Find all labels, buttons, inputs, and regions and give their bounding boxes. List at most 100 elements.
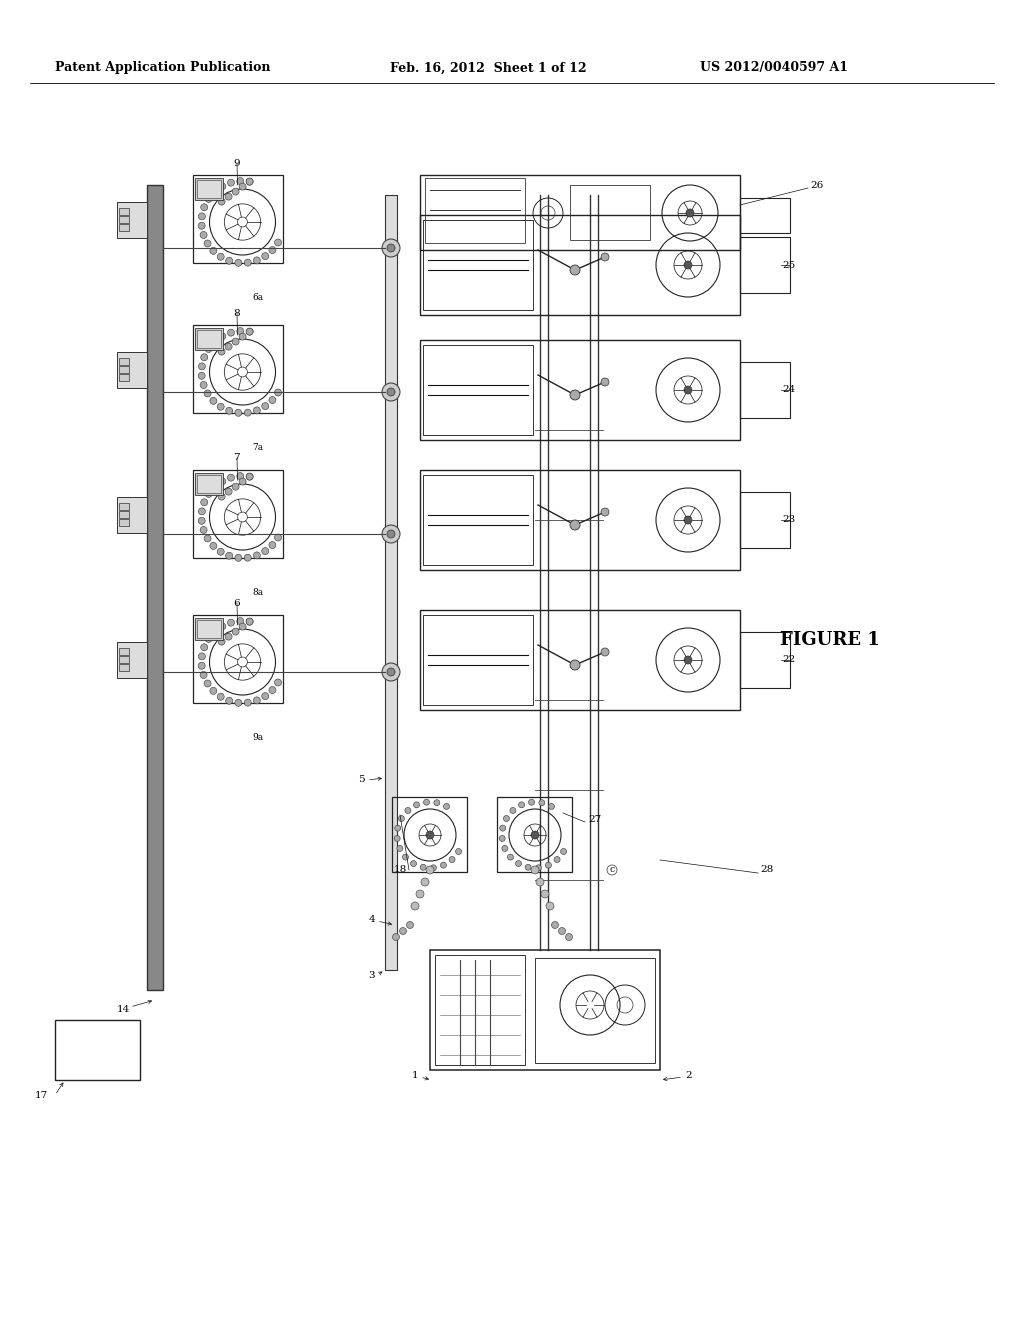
Circle shape: [397, 845, 402, 851]
Circle shape: [510, 808, 516, 813]
Text: 17: 17: [35, 1090, 48, 1100]
Circle shape: [570, 520, 580, 531]
Circle shape: [499, 836, 505, 841]
Text: 5: 5: [358, 776, 365, 784]
Circle shape: [211, 338, 218, 346]
Circle shape: [531, 832, 539, 840]
Circle shape: [399, 928, 407, 935]
Circle shape: [218, 638, 225, 645]
Circle shape: [234, 700, 242, 706]
Circle shape: [253, 552, 260, 558]
Circle shape: [253, 407, 260, 414]
Bar: [420, 215, 740, 315]
Text: Patent Application Publication: Patent Application Publication: [55, 62, 270, 74]
Text: 24: 24: [782, 385, 796, 395]
Circle shape: [426, 866, 434, 874]
Circle shape: [269, 541, 275, 549]
Circle shape: [211, 628, 218, 635]
Circle shape: [232, 483, 240, 490]
Circle shape: [382, 383, 400, 401]
Bar: [195, 473, 223, 495]
Circle shape: [205, 346, 212, 352]
Bar: [119, 366, 129, 374]
Circle shape: [219, 478, 226, 484]
Circle shape: [205, 635, 212, 643]
Circle shape: [225, 552, 232, 560]
Circle shape: [199, 213, 206, 220]
Bar: [119, 224, 129, 231]
Text: 26: 26: [810, 181, 823, 190]
Bar: [119, 648, 129, 655]
Circle shape: [234, 409, 242, 416]
Circle shape: [200, 381, 207, 388]
Circle shape: [199, 508, 206, 515]
Circle shape: [217, 253, 224, 260]
Circle shape: [554, 857, 560, 862]
Circle shape: [227, 329, 234, 337]
Circle shape: [199, 653, 206, 660]
Bar: [535, 958, 655, 1063]
Text: 8: 8: [233, 309, 240, 318]
Circle shape: [210, 688, 217, 694]
Bar: [420, 610, 740, 710]
Circle shape: [684, 385, 692, 393]
Circle shape: [199, 663, 205, 669]
Text: FIGURE 1: FIGURE 1: [780, 631, 880, 649]
Circle shape: [225, 697, 232, 705]
Circle shape: [219, 182, 226, 190]
Bar: [117, 202, 147, 238]
Circle shape: [232, 628, 240, 635]
Circle shape: [246, 473, 253, 480]
Bar: [119, 374, 129, 381]
Text: 18: 18: [394, 866, 407, 874]
Bar: [740, 198, 790, 234]
Text: 7a: 7a: [253, 444, 263, 451]
Circle shape: [237, 618, 244, 624]
Circle shape: [227, 474, 234, 482]
Circle shape: [546, 902, 554, 909]
Circle shape: [211, 189, 218, 195]
Circle shape: [382, 525, 400, 543]
Text: 1: 1: [412, 1071, 418, 1080]
Circle shape: [200, 672, 207, 678]
Bar: [197, 180, 221, 198]
Text: c: c: [609, 866, 614, 874]
Bar: [117, 498, 147, 533]
Circle shape: [219, 333, 226, 339]
Text: Feb. 16, 2012  Sheet 1 of 12: Feb. 16, 2012 Sheet 1 of 12: [390, 62, 587, 74]
Circle shape: [394, 836, 400, 841]
Bar: [392, 797, 467, 873]
Circle shape: [211, 483, 218, 490]
Circle shape: [210, 247, 217, 255]
Bar: [195, 327, 223, 350]
Text: 6a: 6a: [253, 293, 263, 302]
Circle shape: [546, 862, 551, 869]
Circle shape: [204, 680, 211, 686]
Bar: [740, 632, 790, 688]
Circle shape: [225, 343, 232, 350]
Circle shape: [237, 327, 244, 334]
Circle shape: [240, 623, 246, 630]
Circle shape: [225, 193, 232, 201]
Circle shape: [274, 239, 282, 246]
Circle shape: [246, 178, 253, 185]
Circle shape: [227, 619, 234, 626]
Circle shape: [560, 849, 566, 854]
Bar: [193, 615, 283, 704]
Circle shape: [684, 656, 692, 664]
Bar: [197, 330, 221, 348]
Circle shape: [201, 354, 208, 360]
Circle shape: [387, 668, 395, 676]
Bar: [119, 511, 129, 517]
Circle shape: [240, 333, 246, 341]
Text: 2: 2: [685, 1071, 691, 1080]
Circle shape: [225, 408, 232, 414]
Circle shape: [411, 902, 419, 909]
Bar: [147, 185, 163, 990]
Bar: [423, 220, 534, 310]
Circle shape: [525, 865, 531, 870]
Circle shape: [262, 548, 268, 554]
Text: 25: 25: [782, 260, 796, 269]
Bar: [193, 325, 283, 413]
Bar: [385, 195, 397, 970]
